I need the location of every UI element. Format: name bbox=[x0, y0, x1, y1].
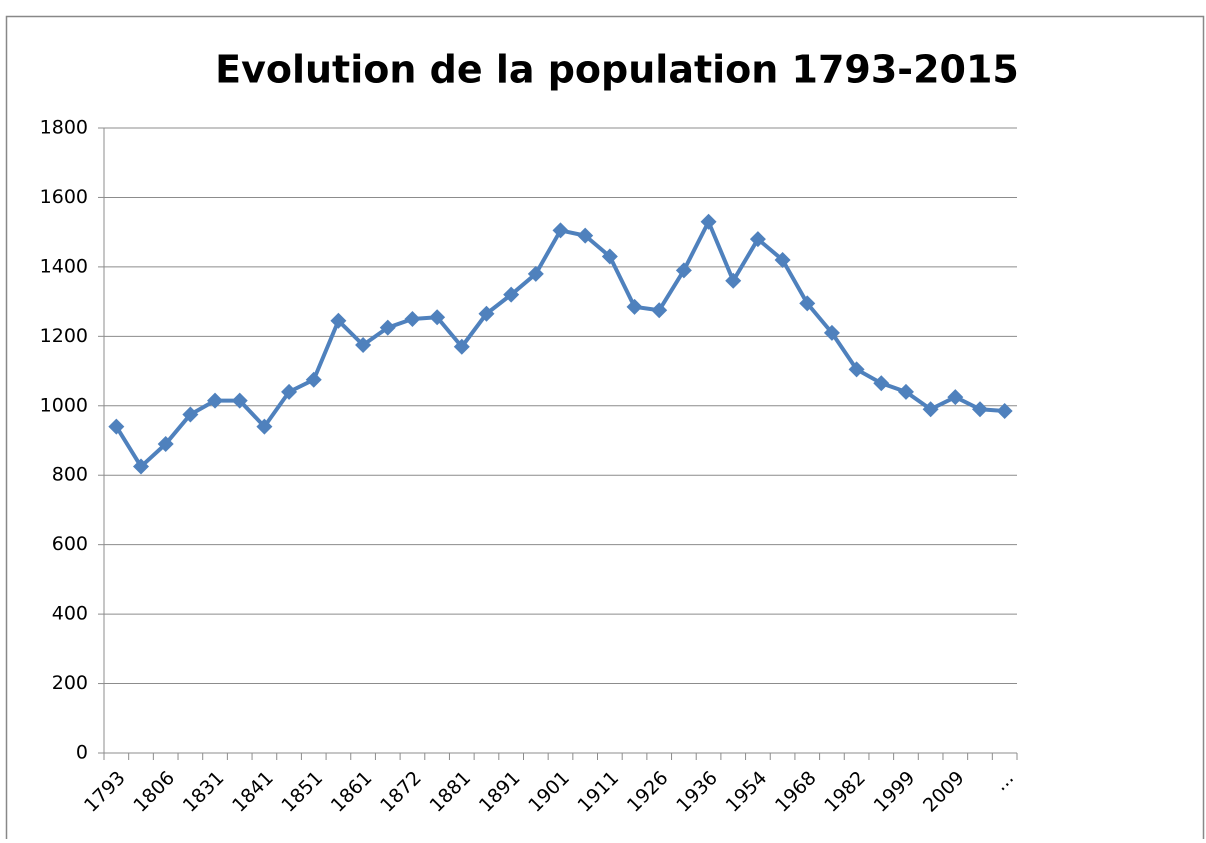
x-tick-label: 1982 bbox=[820, 767, 870, 817]
x-tick-label: 1793 bbox=[80, 767, 130, 817]
data-point bbox=[971, 401, 988, 418]
data-point bbox=[651, 302, 668, 319]
data-point bbox=[823, 324, 840, 341]
data-point bbox=[330, 312, 347, 329]
data-point bbox=[700, 213, 717, 230]
x-tick-label: 1841 bbox=[228, 767, 278, 817]
data-point bbox=[749, 231, 766, 248]
y-tick-label: 800 bbox=[52, 464, 88, 486]
data-point bbox=[996, 402, 1013, 419]
x-tick-label: 1901 bbox=[524, 767, 574, 817]
data-point bbox=[947, 389, 964, 406]
data-point bbox=[133, 458, 150, 475]
data-point bbox=[256, 418, 273, 435]
data-point bbox=[873, 375, 890, 392]
chart-title: Evolution de la population 1793-2015 bbox=[215, 48, 1019, 92]
data-point bbox=[305, 371, 322, 388]
x-tick-label: 1851 bbox=[277, 767, 327, 817]
y-tick-label: 600 bbox=[52, 533, 88, 555]
x-tick-label: 1999 bbox=[870, 767, 920, 817]
x-tick-label: 1861 bbox=[327, 767, 377, 817]
series-line bbox=[114, 219, 1005, 469]
y-tick-label: 0 bbox=[76, 742, 88, 764]
x-tick-label: 1911 bbox=[574, 767, 624, 817]
data-point bbox=[922, 401, 939, 418]
x-tick-label: 1881 bbox=[425, 767, 475, 817]
data-point bbox=[503, 286, 520, 303]
data-point bbox=[231, 392, 248, 409]
data-point bbox=[379, 319, 396, 336]
y-tick-label: 1800 bbox=[40, 117, 88, 139]
data-point bbox=[725, 272, 742, 289]
x-tick-label: 1936 bbox=[672, 767, 722, 817]
data-point bbox=[552, 222, 569, 239]
x-tick-label: 1968 bbox=[771, 767, 821, 817]
y-tick-label: 1000 bbox=[40, 394, 88, 416]
data-point bbox=[429, 309, 446, 326]
x-tick-label: 1872 bbox=[376, 767, 426, 817]
data-point bbox=[897, 383, 914, 400]
data-point bbox=[626, 298, 643, 315]
data-point bbox=[848, 361, 865, 378]
x-tick-label: 1954 bbox=[722, 767, 772, 817]
y-tick-label: 1600 bbox=[40, 186, 88, 208]
data-point bbox=[157, 435, 174, 452]
y-tick-label: 1400 bbox=[40, 255, 88, 277]
x-tick-label: 2009 bbox=[919, 767, 969, 817]
data-point bbox=[355, 337, 372, 354]
x-tick-label: 1831 bbox=[179, 767, 229, 817]
y-tick-label: 1200 bbox=[40, 325, 88, 347]
data-point bbox=[478, 305, 495, 322]
x-tick-label: 1806 bbox=[129, 767, 179, 817]
x-tick-label: 1926 bbox=[623, 767, 673, 817]
data-point bbox=[108, 418, 125, 435]
data-point bbox=[774, 251, 791, 268]
data-point bbox=[207, 392, 224, 409]
data-point bbox=[527, 265, 544, 282]
y-tick-label: 400 bbox=[52, 603, 88, 625]
data-point bbox=[601, 248, 618, 265]
data-point bbox=[799, 295, 816, 312]
y-tick-label: 200 bbox=[52, 672, 88, 694]
data-point bbox=[453, 338, 470, 355]
x-tick-label: ... bbox=[990, 767, 1018, 795]
data-point bbox=[675, 262, 692, 279]
x-tick-label: 1891 bbox=[475, 767, 525, 817]
data-point bbox=[577, 227, 594, 244]
data-point bbox=[182, 406, 199, 423]
chart-border bbox=[5, 15, 1205, 839]
data-point bbox=[404, 310, 421, 327]
data-point bbox=[281, 383, 298, 400]
